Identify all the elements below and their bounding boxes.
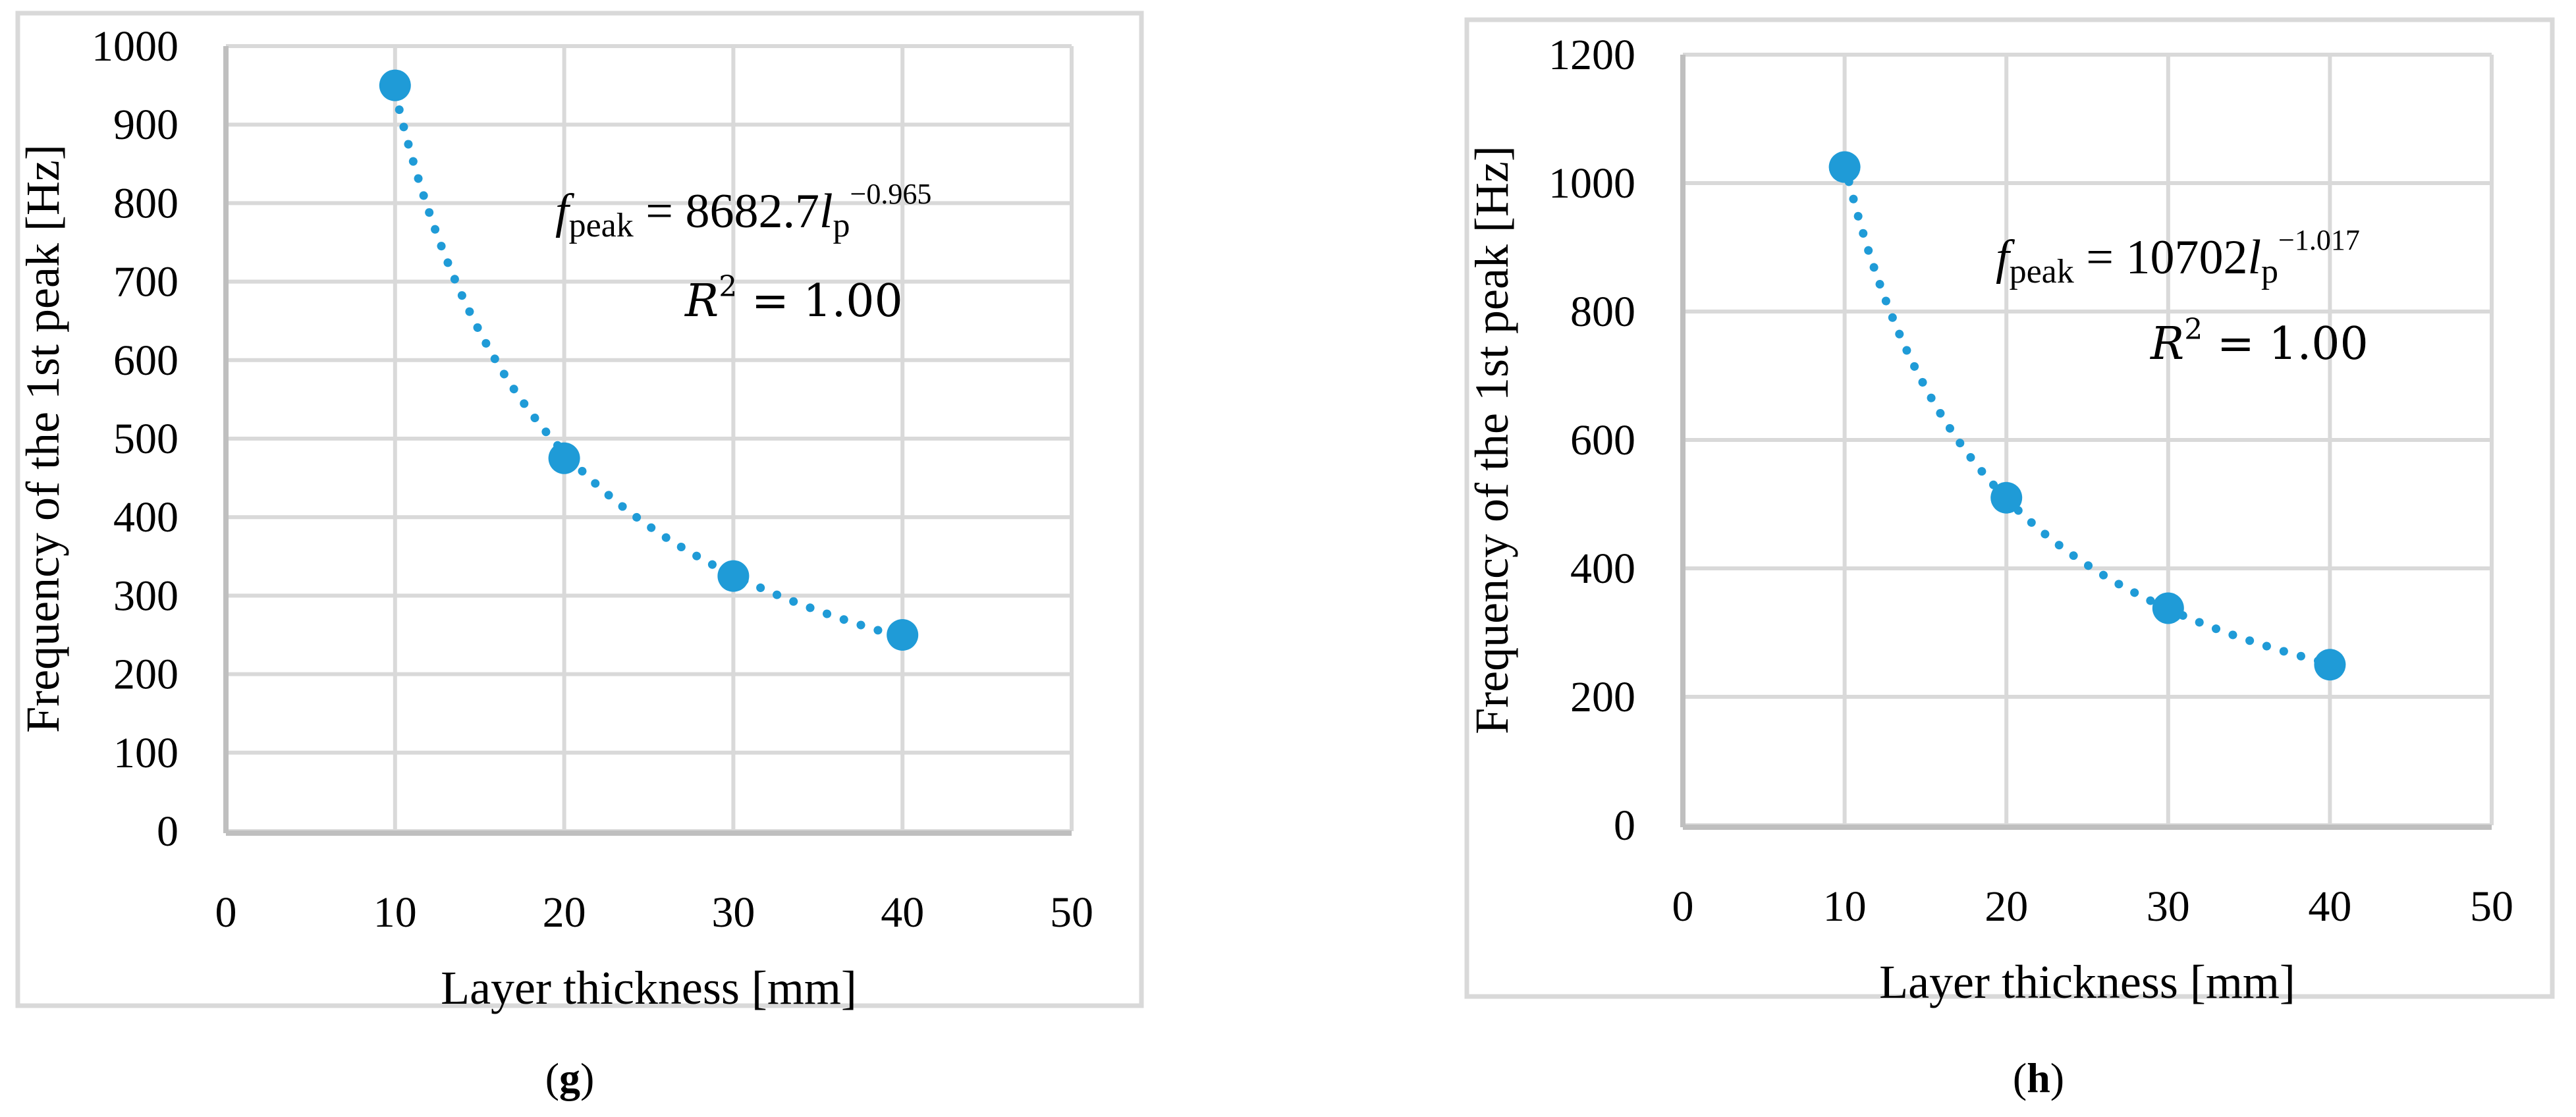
y-tick-label: 100 — [113, 729, 178, 777]
caption-letter-h: h — [2027, 1054, 2050, 1101]
power-trendline — [391, 88, 907, 642]
data-point — [1990, 481, 2023, 514]
chart-frame — [15, 11, 1144, 1008]
y-tick-label: 200 — [1570, 673, 1635, 721]
caption-g: (g) — [545, 1054, 595, 1101]
data-point — [887, 619, 919, 651]
x-tick-label: 0 — [215, 888, 237, 937]
y-tick-label: 500 — [113, 415, 178, 463]
data-point — [2314, 649, 2346, 681]
y-tick-label: 1000 — [1548, 159, 1635, 207]
x-tick-label: 30 — [2147, 883, 2190, 931]
x-tick-label: 50 — [2470, 883, 2513, 931]
y-tick-label: 1000 — [92, 22, 178, 70]
y-tick-label: 300 — [113, 572, 178, 620]
power-trendline — [1840, 160, 2334, 668]
y-tick-label: 0 — [1614, 802, 1635, 850]
y-tick-label: 600 — [1570, 416, 1635, 464]
y-tick-label: 400 — [1570, 545, 1635, 593]
y-tick-label: 200 — [113, 651, 178, 699]
data-point — [379, 69, 411, 101]
trendline-equation: fpeak = 10702lp−1.017 — [1996, 224, 2360, 290]
y-tick-label: 1200 — [1548, 31, 1635, 79]
data-point — [548, 442, 580, 474]
y-tick-label: 900 — [113, 101, 178, 149]
data-point — [717, 560, 750, 592]
x-tick-label: 50 — [1050, 888, 1093, 937]
x-tick-label: 40 — [2308, 883, 2351, 931]
y-tick-label: 800 — [1570, 288, 1635, 336]
y-tick-label: 600 — [113, 337, 178, 385]
x-tick-label: 20 — [543, 888, 586, 937]
caption-h: (h) — [2012, 1054, 2065, 1101]
trendline-equation: fpeak = 8682.7lp−0.965 — [555, 178, 931, 244]
x-tick-label: 20 — [1985, 883, 2028, 931]
y-tick-label: 0 — [157, 807, 178, 856]
x-tick-label: 30 — [711, 888, 755, 937]
y-tick-label: 700 — [113, 258, 178, 306]
y-tick-label: 400 — [113, 493, 178, 541]
y-axis-title: Frequency of the 1st peak [Hz] — [1466, 146, 1518, 734]
r-squared-label: R2 = 1.00 — [684, 270, 903, 327]
data-point — [2152, 592, 2184, 624]
x-axis-title: Layer thickness [mm] — [1879, 956, 2295, 1008]
r-squared-label: R2 = 1.00 — [2149, 313, 2369, 370]
x-tick-label: 10 — [1823, 883, 1867, 931]
x-axis-title: Layer thickness [mm] — [441, 962, 857, 1014]
data-point — [1828, 151, 1861, 183]
x-tick-label: 40 — [881, 888, 924, 937]
gridlines — [1681, 53, 2494, 827]
y-axis-title: Frequency of the 1st peak [Hz] — [16, 144, 69, 733]
x-tick-label: 10 — [373, 888, 417, 937]
caption-letter-g: g — [559, 1054, 580, 1101]
y-tick-label: 800 — [113, 179, 178, 227]
x-tick-label: 0 — [1672, 883, 1694, 931]
